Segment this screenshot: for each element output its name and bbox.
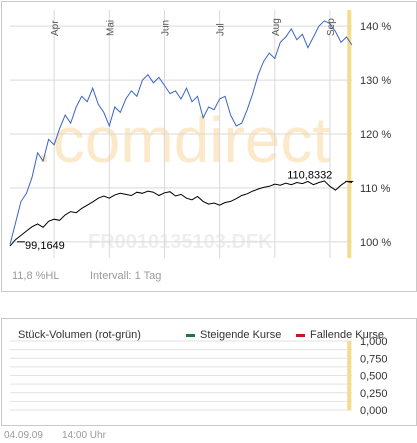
annotation-label: 99,1649 [25,240,65,252]
volume-chart: 1,000 0,750 0,500 0,250 0,000 [10,336,388,417]
falling-swatch-icon [296,333,305,337]
time-label: 14:00 Uhr [62,430,106,441]
rising-swatch-icon [186,333,195,337]
volume-y-tick-label: 0,500 [360,371,388,383]
legend-falling-label: Fallende Kurse [310,329,384,341]
volume-title: Stück-Volumen (rot-grün) [18,329,141,341]
month-label: Apr [50,20,61,36]
hl-label: 11,8 %HL [12,270,60,282]
month-label: Jun [160,20,171,36]
y-tick-label: 110 % [360,183,391,195]
volume-y-tick-label: 0,750 [360,353,388,365]
volume-y-tick-label: 0,000 [360,405,388,417]
legend-rising: Steigende Kurse [186,329,281,341]
volume-current-day-highlight [347,341,352,410]
interval-label: Intervall: 1 Tag [90,270,161,282]
price-line-black [9,180,353,247]
volume-y-tick-label: 0,250 [360,388,388,400]
price-chart-panel: .comdirect FR0010135103.DFK 99,1649 110,8… [1,1,417,292]
legend-rising-label: Steigende Kurse [200,329,282,341]
month-label: Aug [271,18,282,36]
annotation-label: 110,8332 [287,169,332,181]
price-chart: .comdirect FR0010135103.DFK 99,1649110,8… [9,10,391,282]
y-tick-label: 140 % [360,21,391,33]
current-day-highlight [347,10,352,258]
month-label: Sep [326,18,337,36]
brand-watermark: .comdirect [35,104,330,176]
month-label: Jul [216,23,227,36]
y-tick-label: 100 % [360,237,391,249]
price-line-blue [9,20,353,245]
y-tick-label: 120 % [360,129,391,141]
month-label: Mai [105,20,116,36]
volume-panel: Stück-Volumen (rot-grün) Steigende Kurse… [1,318,417,426]
volume-y-tick-label: 1,000 [360,336,388,348]
legend-falling: Fallende Kurse [296,329,384,341]
date-label: 04.09.09 [4,430,43,441]
y-tick-label: 130 % [360,75,391,87]
